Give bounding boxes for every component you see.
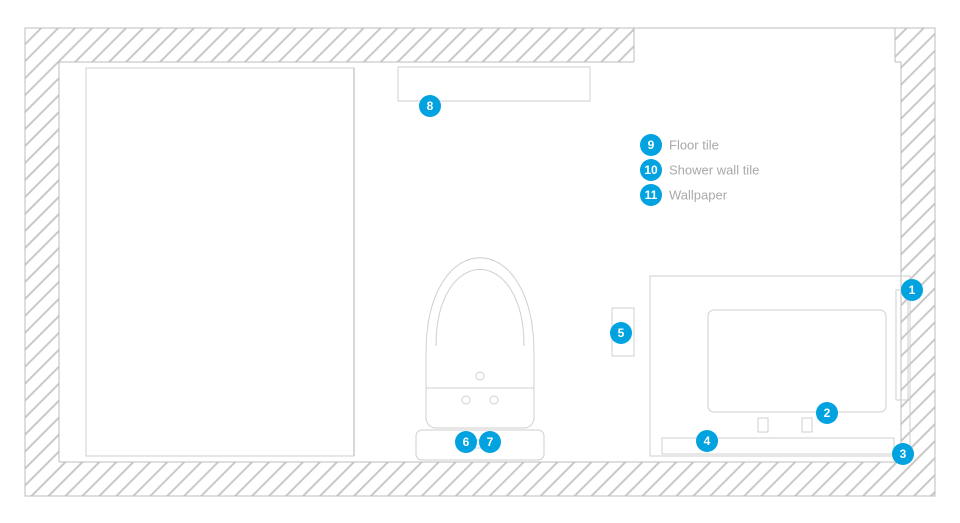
marker-3[interactable]: 3 xyxy=(892,443,914,465)
shower-area xyxy=(86,68,354,456)
marker-5[interactable]: 5 xyxy=(610,322,632,344)
marker-8[interactable]: 8 xyxy=(419,95,441,117)
marker-9[interactable]: 9 xyxy=(640,134,662,156)
vanity xyxy=(650,276,910,456)
legend-label-1: Shower wall tile xyxy=(669,163,759,178)
marker-1[interactable]: 1 xyxy=(901,279,923,301)
legend-label-2: Wallpaper xyxy=(669,188,727,203)
marker-7[interactable]: 7 xyxy=(479,431,501,453)
marker-2[interactable]: 2 xyxy=(816,402,838,424)
sink-basin xyxy=(708,310,886,412)
toilet-tank xyxy=(426,382,534,428)
toilet-bowl xyxy=(426,258,534,388)
legend-label-0: Floor tile xyxy=(669,138,719,153)
marker-11[interactable]: 11 xyxy=(640,184,662,206)
marker-4[interactable]: 4 xyxy=(696,430,718,452)
marker-10[interactable]: 10 xyxy=(640,159,662,181)
marker-6[interactable]: 6 xyxy=(455,431,477,453)
